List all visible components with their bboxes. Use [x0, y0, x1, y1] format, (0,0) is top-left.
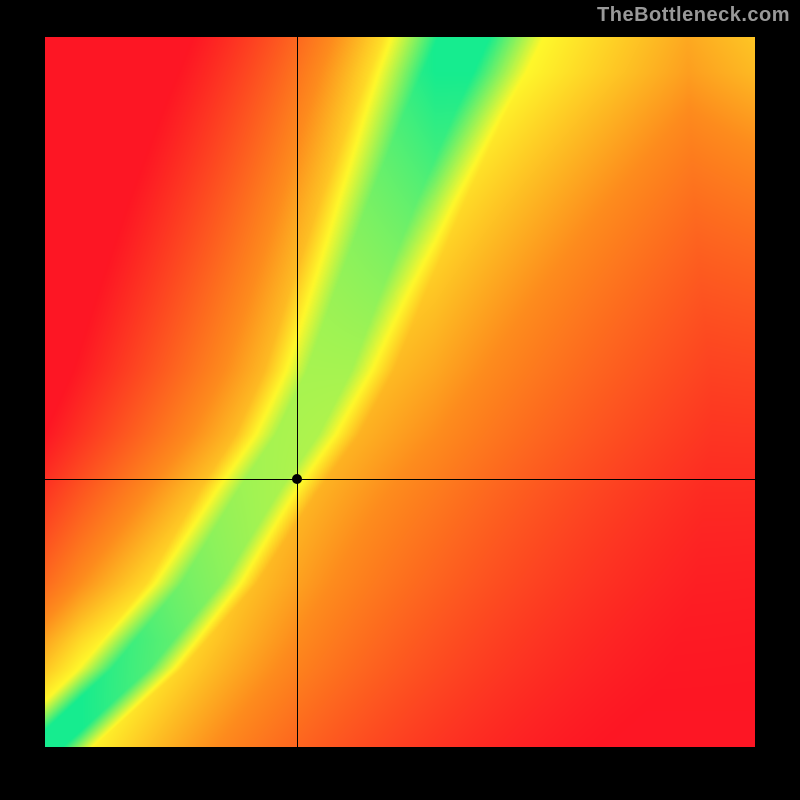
marker-dot [292, 474, 302, 484]
crosshair-vertical [297, 37, 298, 747]
heatmap-canvas [45, 37, 755, 747]
watermark-text: TheBottleneck.com [597, 4, 790, 27]
chart-container: TheBottleneck.com [0, 0, 800, 800]
heatmap-plot [45, 37, 755, 747]
crosshair-horizontal [45, 479, 755, 480]
